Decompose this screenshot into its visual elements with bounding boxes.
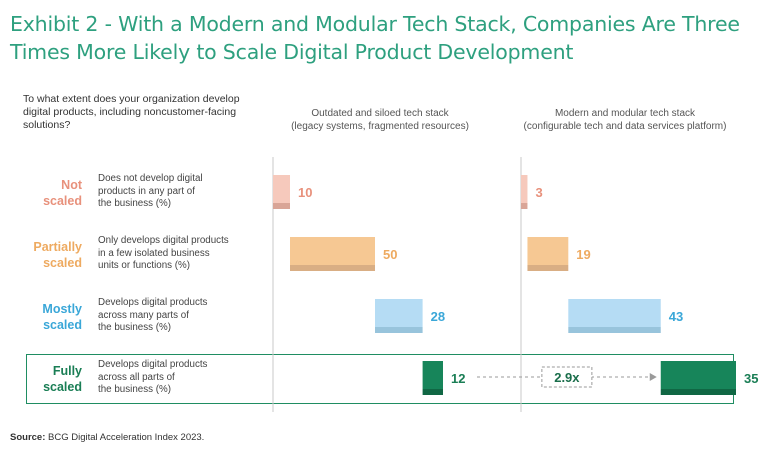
source-label: Source: <box>10 432 46 443</box>
data-label-modern-4: 35 <box>744 371 758 386</box>
data-label-modern-3: 43 <box>669 309 683 324</box>
bar-modern-1 <box>521 175 528 203</box>
category-label-line: Mostly <box>42 302 82 316</box>
data-label-modern-1: 3 <box>535 185 542 200</box>
description-line: Develops digital products <box>98 359 208 370</box>
data-label-modern-2: 19 <box>576 247 590 262</box>
category-label-line: Fully <box>52 364 82 378</box>
description-line: Develops digital products <box>98 297 208 308</box>
data-label-outdated-4: 12 <box>451 371 465 386</box>
data-label-outdated-3: 28 <box>431 309 445 324</box>
comparison-badge <box>541 366 593 388</box>
column-header-outdated: Outdated and siloed tech stack (legacy s… <box>270 107 490 133</box>
category-label-line: scaled <box>43 380 82 394</box>
bar-modern-3 <box>568 299 661 327</box>
description-line: across all parts of <box>98 371 175 383</box>
description-line: products in any part of <box>98 185 195 197</box>
bar-outdated-2 <box>290 237 375 265</box>
column-header-modern-subtitle: (configurable tech and data services pla… <box>523 121 727 132</box>
survey-question: To what extent does your organization de… <box>23 93 240 131</box>
bar-outdated-1 <box>273 175 290 203</box>
bar-shadow-modern-2 <box>527 265 569 271</box>
column-header-outdated-subtitle: (legacy systems, fragmented resources) <box>291 121 469 132</box>
source-note: Source: BCG Digital Acceleration Index 2… <box>10 432 204 443</box>
category-label-line: Not <box>61 178 82 192</box>
column-header-modern: Modern and modular tech stack (configura… <box>500 107 750 133</box>
description-line: units or functions (%) <box>98 260 191 271</box>
page-title: Exhibit 2 - With a Modern and Modular Te… <box>10 12 740 64</box>
bar-shadow-modern-1 <box>521 203 528 209</box>
category-label-not-scaled: Not scaled <box>20 177 82 209</box>
description-line: Only develops digital products <box>98 235 229 246</box>
description-line: the business (%) <box>98 384 171 395</box>
description-line: across many parts of <box>98 309 189 321</box>
category-label-mostly-scaled: Mostly scaled <box>20 301 82 333</box>
source-text: BCG Digital Acceleration Index 2023. <box>48 432 205 443</box>
comparison-badge-label: 2.9x <box>554 370 580 385</box>
description-line: the business (%) <box>98 198 171 209</box>
bar-shadow-outdated-2 <box>290 265 375 271</box>
bar-shadow-outdated-4 <box>422 389 443 395</box>
category-description-partially-scaled: Only develops digital products in a few … <box>98 235 258 273</box>
category-label-partially-scaled: Partially scaled <box>20 239 82 271</box>
column-header-outdated-title: Outdated and siloed tech stack <box>311 108 449 119</box>
bar-shadow-modern-4 <box>660 389 736 395</box>
bar-outdated-3 <box>375 299 423 327</box>
category-label-line: scaled <box>43 256 82 270</box>
category-label-line: Partially <box>33 240 82 254</box>
data-label-outdated-2: 50 <box>383 247 397 262</box>
bar-shadow-outdated-3 <box>375 327 423 333</box>
column-header-modern-title: Modern and modular tech stack <box>554 108 696 119</box>
category-label-line: scaled <box>43 194 82 208</box>
comparison-arrow-head <box>649 373 657 381</box>
bar-shadow-outdated-1 <box>273 203 290 209</box>
description-line: the business (%) <box>98 322 171 333</box>
bar-outdated-4 <box>422 361 443 389</box>
data-label-outdated-1: 10 <box>298 185 312 200</box>
category-label-fully-scaled: Fully scaled <box>20 363 82 395</box>
description-line: Does not develop digital <box>98 173 203 184</box>
category-description-not-scaled: Does not develop digital products in any… <box>98 173 258 211</box>
category-label-line: scaled <box>43 318 82 332</box>
description-line: in a few isolated business <box>98 247 210 259</box>
category-description-mostly-scaled: Develops digital products across many pa… <box>98 297 258 335</box>
bar-shadow-modern-3 <box>568 327 661 333</box>
category-description-fully-scaled: Develops digital products across all par… <box>98 359 258 397</box>
bar-modern-4 <box>660 361 736 389</box>
bar-modern-2 <box>527 237 569 265</box>
